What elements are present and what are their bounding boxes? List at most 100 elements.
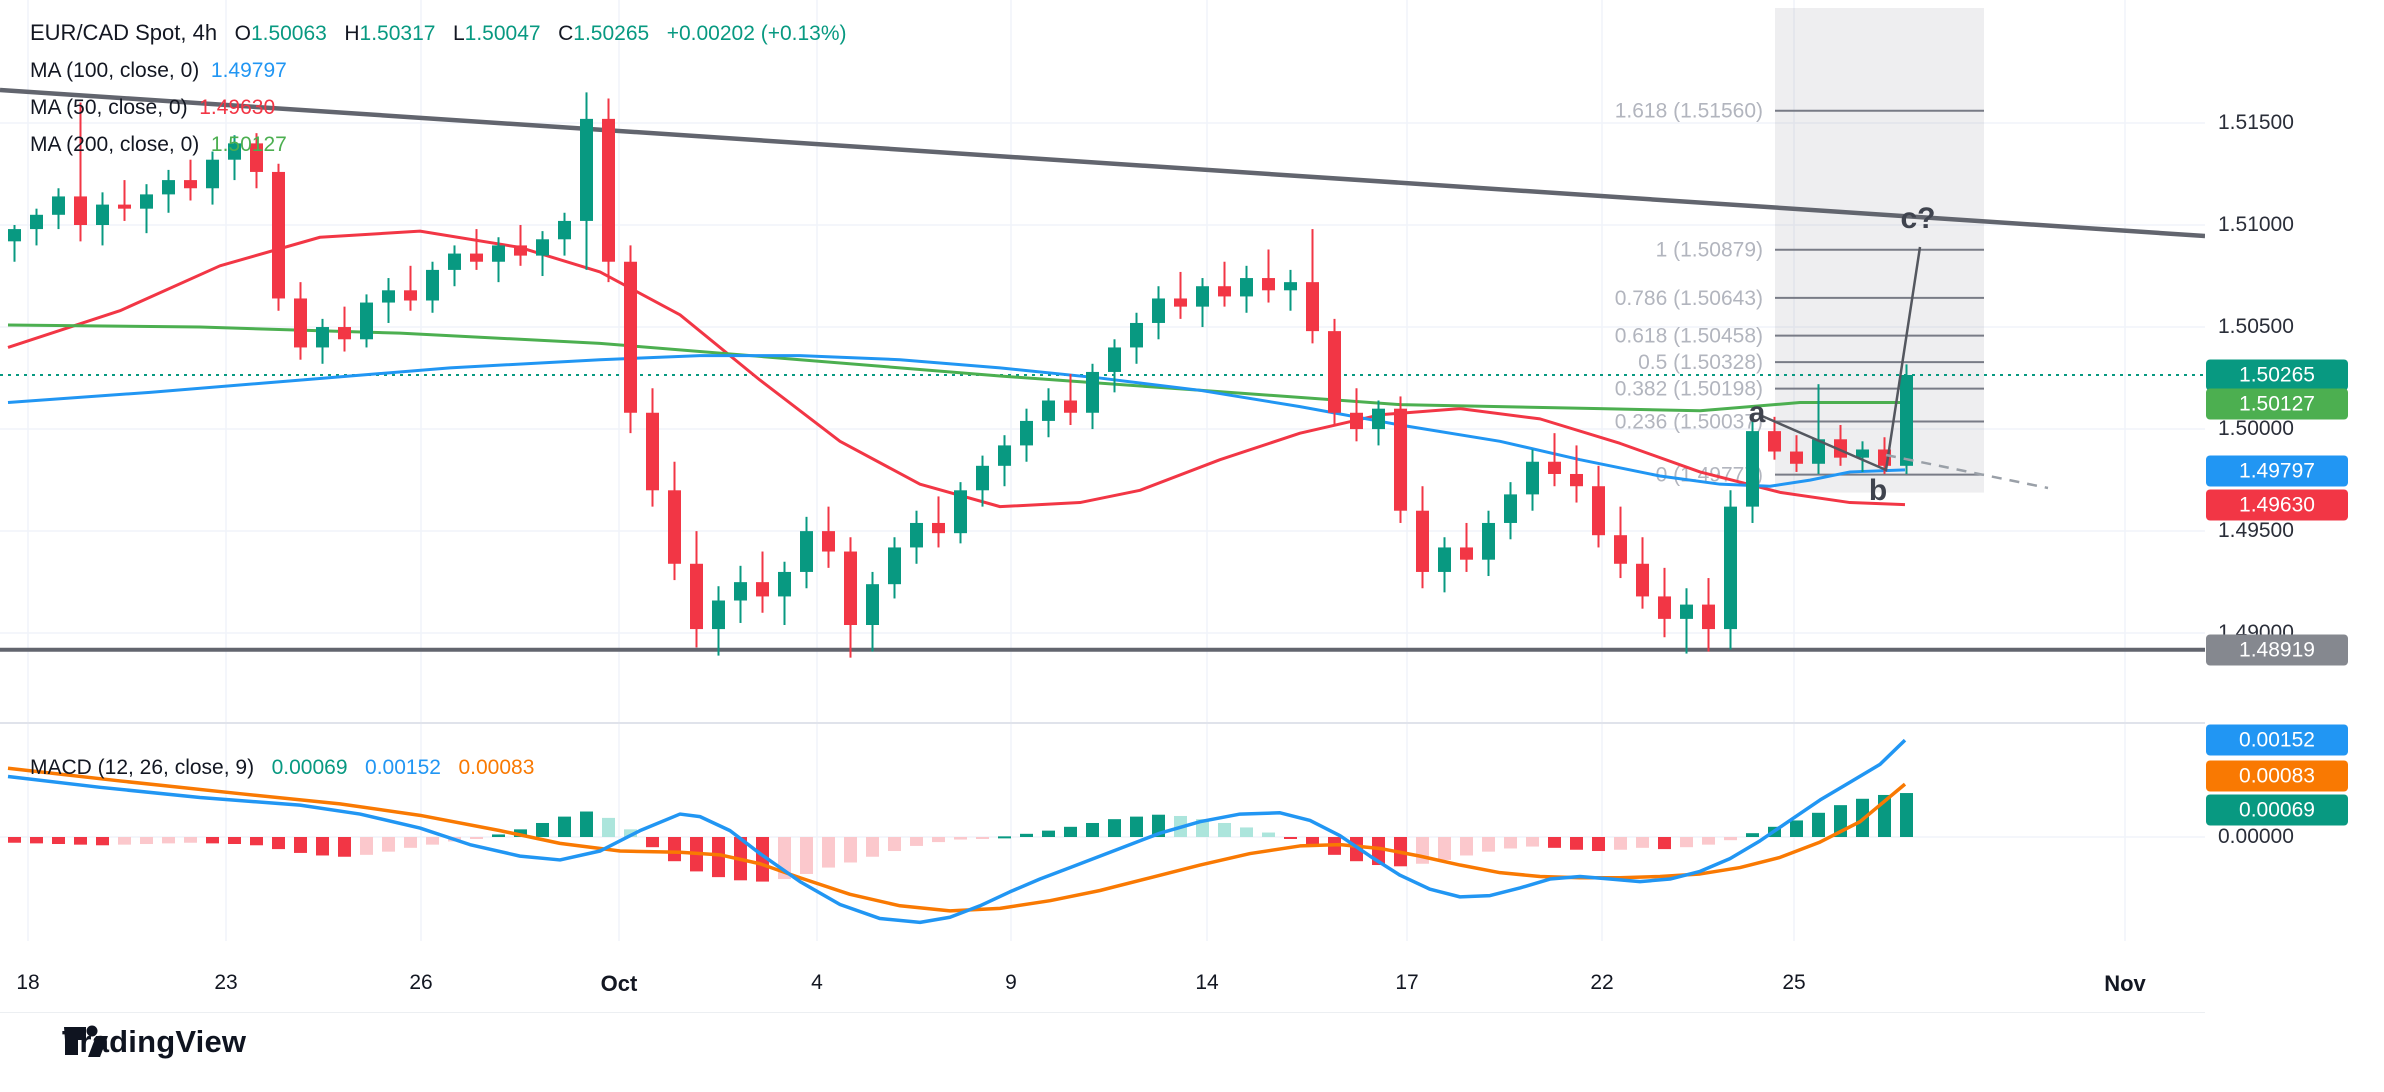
candle[interactable] bbox=[1460, 522, 1473, 572]
candle[interactable] bbox=[1086, 363, 1099, 430]
time-label-23[interactable]: 23 bbox=[214, 971, 238, 994]
candle[interactable] bbox=[74, 102, 87, 242]
candle[interactable] bbox=[272, 163, 285, 311]
candle[interactable] bbox=[1856, 441, 1869, 472]
candle[interactable] bbox=[822, 506, 835, 568]
candle[interactable] bbox=[932, 496, 945, 548]
symbol-ohlc-row[interactable]: EUR/CAD Spot, 4h O1.50063 H1.50317 L1.50… bbox=[30, 20, 847, 46]
candle[interactable] bbox=[866, 571, 879, 652]
candle[interactable] bbox=[382, 278, 395, 323]
candle[interactable] bbox=[1724, 490, 1737, 650]
candle[interactable] bbox=[470, 229, 483, 270]
candle[interactable] bbox=[646, 388, 659, 507]
candle[interactable] bbox=[1108, 339, 1121, 393]
candle[interactable] bbox=[118, 180, 131, 221]
symbol-legend[interactable]: EUR/CAD Spot, 4h O1.50063 H1.50317 L1.50… bbox=[30, 20, 847, 170]
candle[interactable] bbox=[206, 151, 219, 205]
candle[interactable] bbox=[734, 565, 747, 623]
time-axis[interactable]: 18 23 26 Oct 4 9 14 17 22 25 Nov bbox=[0, 941, 2205, 1011]
candle[interactable] bbox=[910, 510, 923, 564]
candle[interactable] bbox=[30, 208, 43, 246]
candle[interactable] bbox=[1042, 388, 1055, 438]
tradingview-logo[interactable]: TradingView bbox=[62, 1024, 246, 1060]
time-label-4[interactable]: 4 bbox=[811, 971, 823, 994]
candle[interactable] bbox=[1416, 486, 1429, 589]
candle[interactable] bbox=[140, 184, 153, 234]
candle[interactable] bbox=[1328, 318, 1341, 425]
candle[interactable] bbox=[426, 261, 439, 313]
macd-signal-line[interactable] bbox=[7, 766, 1907, 913]
candle[interactable] bbox=[1526, 449, 1539, 511]
candle[interactable] bbox=[1240, 265, 1253, 313]
candle[interactable] bbox=[162, 169, 175, 213]
candle[interactable] bbox=[1196, 278, 1209, 328]
candle[interactable] bbox=[844, 537, 857, 658]
candle[interactable] bbox=[778, 561, 791, 625]
candle[interactable] bbox=[800, 516, 813, 589]
macd-line[interactable] bbox=[7, 738, 1907, 925]
candle[interactable] bbox=[1306, 229, 1319, 344]
candle[interactable] bbox=[1504, 482, 1517, 540]
candle[interactable] bbox=[1064, 373, 1077, 425]
candle[interactable] bbox=[624, 245, 637, 434]
candle[interactable] bbox=[1592, 465, 1605, 548]
candle[interactable] bbox=[316, 318, 329, 364]
candle[interactable] bbox=[1746, 420, 1759, 523]
candle[interactable] bbox=[668, 461, 681, 581]
price-pane[interactable]: 1.618 (1.51560) 1 (1.50879) 0.786 (1.50643… bbox=[0, 0, 2205, 723]
candle[interactable] bbox=[1218, 261, 1231, 307]
symbol-title[interactable]: EUR/CAD Spot, 4h bbox=[30, 20, 218, 45]
macd-pane[interactable] bbox=[0, 723, 2205, 941]
candle[interactable] bbox=[976, 455, 989, 507]
candle[interactable] bbox=[1482, 510, 1495, 577]
candle[interactable] bbox=[96, 192, 109, 246]
wave-label-c[interactable]: c? bbox=[1900, 202, 1935, 235]
candle[interactable] bbox=[1284, 269, 1297, 311]
candle[interactable] bbox=[580, 92, 593, 270]
candle[interactable] bbox=[888, 537, 901, 599]
candle[interactable] bbox=[1570, 445, 1583, 503]
macd-legend[interactable]: MACD (12, 26, close, 9) 0.00069 0.00152 … bbox=[30, 756, 534, 793]
candle[interactable] bbox=[448, 245, 461, 287]
candle[interactable] bbox=[1636, 537, 1649, 609]
candle[interactable] bbox=[1174, 271, 1187, 319]
candle[interactable] bbox=[1790, 435, 1803, 472]
projection-dashed-line[interactable] bbox=[1885, 453, 2049, 490]
candle[interactable] bbox=[954, 482, 967, 544]
candle[interactable] bbox=[1812, 384, 1825, 474]
candle[interactable] bbox=[1350, 388, 1363, 442]
candle[interactable] bbox=[360, 294, 373, 348]
wave-label-b[interactable]: b bbox=[1869, 474, 1887, 507]
time-label-25[interactable]: 25 bbox=[1782, 971, 1806, 994]
time-label-18[interactable]: 18 bbox=[16, 971, 40, 994]
candle[interactable] bbox=[1262, 249, 1275, 303]
candle[interactable] bbox=[1900, 364, 1913, 474]
candle[interactable] bbox=[8, 225, 21, 262]
candle[interactable] bbox=[1680, 588, 1693, 654]
descending-trendline[interactable] bbox=[0, 87, 2205, 239]
time-label-9[interactable]: 9 bbox=[1005, 971, 1017, 994]
candle[interactable] bbox=[1394, 396, 1407, 523]
candle[interactable] bbox=[1614, 506, 1627, 579]
candle[interactable] bbox=[228, 135, 241, 181]
time-label-Nov[interactable]: Nov bbox=[2104, 971, 2146, 996]
candle[interactable] bbox=[184, 159, 197, 201]
wave-label-a[interactable]: a bbox=[1749, 396, 1766, 429]
price-axis[interactable]: 1.51500 1.51000 1.50500 1.50000 1.49500 1.490… bbox=[2205, 0, 2384, 1092]
candle[interactable] bbox=[1834, 424, 1847, 466]
candle[interactable] bbox=[1130, 312, 1143, 364]
candle[interactable] bbox=[1548, 433, 1561, 487]
pane-separator[interactable] bbox=[0, 722, 2205, 724]
ma-legend-row-2[interactable]: MA (200, close, 0) 1.50127 bbox=[30, 133, 847, 157]
time-label-14[interactable]: 14 bbox=[1195, 971, 1219, 994]
candle[interactable] bbox=[756, 551, 769, 613]
time-label-26[interactable]: 26 bbox=[409, 971, 433, 994]
macd-label[interactable]: MACD (12, 26, close, 9) bbox=[30, 756, 255, 779]
time-label-Oct[interactable]: Oct bbox=[600, 971, 638, 996]
ma50-line[interactable] bbox=[7, 229, 1906, 509]
time-label-17[interactable]: 17 bbox=[1395, 971, 1419, 994]
candle[interactable] bbox=[404, 265, 417, 311]
candle[interactable] bbox=[1658, 567, 1671, 638]
candle[interactable] bbox=[1768, 416, 1781, 460]
candle[interactable] bbox=[514, 225, 527, 266]
